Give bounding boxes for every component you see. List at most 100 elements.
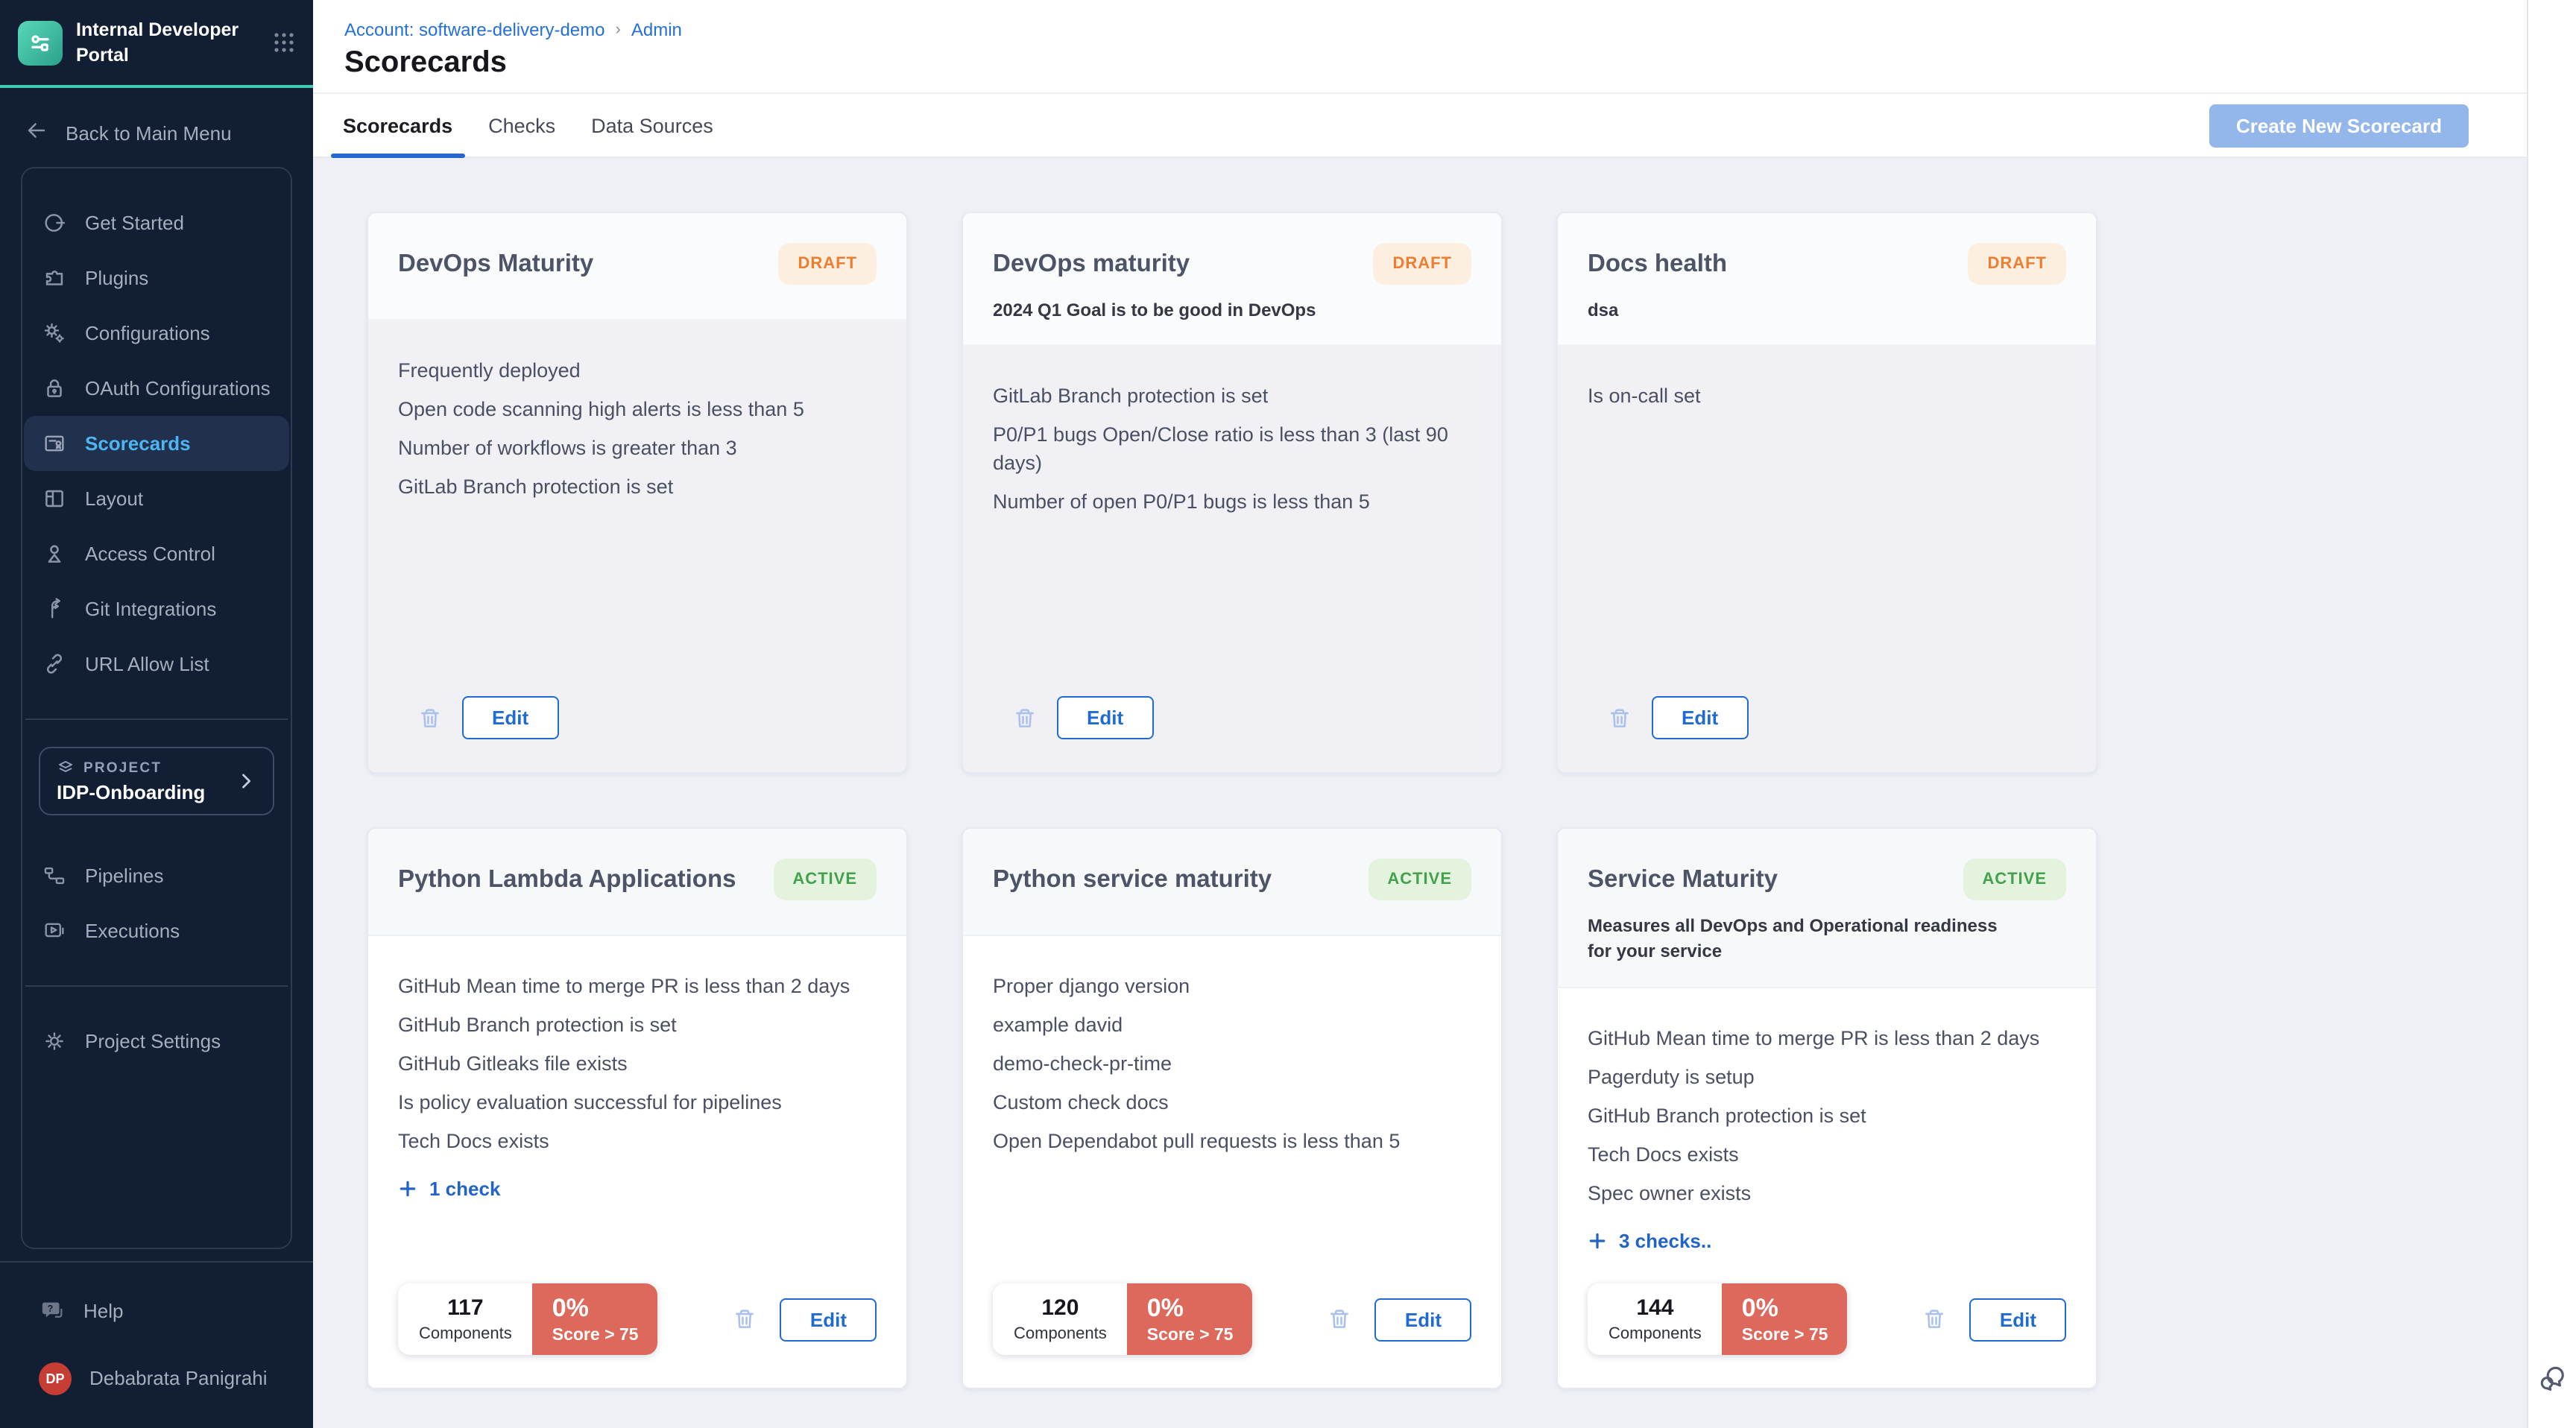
status-badge: ACTIVE — [1368, 859, 1471, 900]
oauth-lock-icon — [40, 376, 67, 401]
card-footer: Edit — [1558, 696, 2096, 772]
card-title: Docs health — [1588, 250, 1728, 277]
delete-scorecard-button[interactable] — [1012, 704, 1038, 731]
check-item: Pagerduty is setup — [1588, 1065, 1755, 1088]
tab-checks[interactable]: Checks — [488, 114, 556, 136]
sidebar-item-pipelines[interactable]: Pipelines — [24, 848, 289, 903]
scorecard-card: Service Maturity ACTIVE Measures all DevOp… — [1556, 827, 2097, 1389]
back-to-main-menu[interactable]: Back to Main Menu — [0, 103, 313, 162]
card-actions: Edit — [1328, 1298, 1471, 1341]
score-stat: 0% Score > 75 — [1127, 1283, 1253, 1355]
scorecard-card: Python service maturity ACTIVE Proper djan… — [962, 827, 1503, 1389]
edit-scorecard-button[interactable]: Edit — [1969, 1298, 2066, 1341]
sidebar-item-oauth-configurations[interactable]: OAuth Configurations — [24, 361, 289, 416]
edit-scorecard-button[interactable]: Edit — [1652, 696, 1749, 739]
apps-grid-icon[interactable] — [273, 31, 295, 54]
check-item: GitHub Gitleaks file exists — [398, 1052, 628, 1075]
sidebar-item-project-settings[interactable]: Project Settings — [24, 1014, 289, 1069]
svg-text:?: ? — [47, 1303, 53, 1314]
edit-scorecard-button[interactable]: Edit — [462, 696, 559, 739]
edit-scorecard-button[interactable]: Edit — [1057, 696, 1154, 739]
tab-scorecards[interactable]: Scorecards — [331, 93, 464, 157]
score-label: Score > 75 — [1146, 1327, 1234, 1345]
right-utility-bar — [2527, 0, 2576, 1428]
user-menu[interactable]: DP Debabrata Panigrahi — [22, 1350, 291, 1406]
check-item: GitLab Branch protection is set — [398, 476, 674, 498]
check-item: Proper django version — [993, 975, 1190, 997]
breadcrumb-admin-link[interactable]: Admin — [631, 19, 682, 40]
main-area: Account: software-delivery-demo › Admin … — [313, 0, 2527, 1428]
status-badge: DRAFT — [1373, 243, 1471, 285]
help-button[interactable]: ? Help — [22, 1283, 291, 1339]
delete-scorecard-button[interactable] — [1607, 704, 1632, 731]
sidebar-nav-panel: Get Started Plugins Configurations OAuth… — [21, 167, 292, 1249]
main-nav: Get Started Plugins Configurations OAuth… — [22, 195, 291, 692]
check-item: Custom check docs — [993, 1091, 1169, 1113]
check-item: Is policy evaluation successful for pipe… — [398, 1091, 782, 1113]
card-header: DevOps maturity DRAFT 2024 Q1 Goal is to b… — [963, 213, 1501, 347]
sidebar-divider — [25, 985, 288, 987]
card-footer: 117 Components 0% Score > 75 Edit — [368, 1283, 906, 1388]
card-header: Python Lambda Applications ACTIVE — [368, 829, 906, 936]
scorecard-grid: DevOps Maturity DRAFT Frequently deployed O… — [313, 158, 2527, 1389]
tab-data-sources[interactable]: Data Sources — [591, 114, 713, 136]
sidebar-item-scorecards[interactable]: Scorecards — [24, 416, 289, 471]
delete-scorecard-button[interactable] — [1922, 1306, 1948, 1333]
card-title: Python service maturity — [993, 865, 1272, 892]
card-title: DevOps Maturity — [398, 250, 594, 277]
components-count: 120 — [1041, 1295, 1079, 1321]
delete-scorecard-button[interactable] — [733, 1306, 758, 1333]
check-item: GitHub Mean time to merge PR is less tha… — [398, 975, 850, 997]
breadcrumb-account-link[interactable]: Account: software-delivery-demo — [344, 19, 605, 40]
back-arrow-icon — [24, 118, 49, 148]
project-label: PROJECT — [83, 759, 162, 776]
sidebar-item-layout[interactable]: Layout — [24, 471, 289, 526]
create-new-scorecard-button[interactable]: Create New Scorecard — [2209, 104, 2469, 148]
check-item: Tech Docs exists — [398, 1130, 549, 1152]
delete-scorecard-button[interactable] — [1328, 1306, 1353, 1333]
sidebar-item-git-integrations[interactable]: Git Integrations — [24, 581, 289, 636]
components-stat: 120 Components — [993, 1283, 1128, 1355]
more-checks-link[interactable]: 3 checks.. — [1588, 1230, 1711, 1252]
scorecard-stats: 117 Components 0% Score > 75 — [398, 1283, 658, 1355]
edit-scorecard-button[interactable]: Edit — [780, 1298, 877, 1341]
project-selector[interactable]: PROJECT IDP-Onboarding — [39, 747, 274, 815]
card-footer: Edit — [368, 696, 906, 772]
score-label: Score > 75 — [1741, 1327, 1828, 1345]
card-title-row: DevOps maturity DRAFT — [993, 243, 1471, 285]
score-value: 0% — [1741, 1294, 1778, 1322]
support-chat-icon[interactable] — [2536, 1362, 2569, 1395]
delete-scorecard-button[interactable] — [417, 704, 443, 731]
card-footer: 120 Components 0% Score > 75 Edit — [963, 1283, 1501, 1388]
more-checks-label: 3 checks.. — [1619, 1229, 1712, 1252]
sidebar-item-access-control[interactable]: Access Control — [24, 526, 289, 581]
pipeline-nav-group: Pipelines Executions — [22, 848, 291, 958]
help-chat-icon: ? — [39, 1298, 66, 1324]
card-header: Python service maturity ACTIVE — [963, 829, 1501, 936]
components-label: Components — [1609, 1325, 1702, 1343]
check-item: example david — [993, 1014, 1123, 1036]
check-item: GitLab Branch protection is set — [993, 385, 1269, 408]
check-item: P0/P1 bugs Open/Close ratio is less than… — [993, 423, 1448, 475]
plus-icon — [1588, 1231, 1607, 1251]
sidebar-bottom: ? Help DP Debabrata Panigrahi — [0, 1261, 313, 1428]
edit-scorecard-button[interactable]: Edit — [1374, 1298, 1471, 1341]
status-badge: DRAFT — [778, 243, 877, 285]
sidebar-item-url-allow-list[interactable]: URL Allow List — [24, 636, 289, 692]
components-count: 117 — [447, 1295, 484, 1321]
card-actions: Edit — [1922, 1298, 2066, 1341]
more-checks-link[interactable]: 1 check — [398, 1178, 500, 1200]
sidebar-item-plugins[interactable]: Plugins — [24, 250, 289, 306]
card-checks-list: Frequently deployed Open code scanning hi… — [368, 320, 906, 696]
sidebar-item-get-started[interactable]: Get Started — [24, 195, 289, 250]
card-title-row: Docs health DRAFT — [1588, 243, 2066, 285]
person-icon — [40, 541, 67, 566]
user-avatar: DP — [39, 1362, 72, 1394]
sidebar-item-executions[interactable]: Executions — [24, 903, 289, 958]
check-item: GitHub Branch protection is set — [398, 1014, 677, 1036]
gear-icon — [40, 1029, 67, 1054]
card-description: Measures all DevOps and Operational read… — [1588, 915, 1998, 962]
card-checks-list: Proper django version example david demo-c… — [963, 936, 1501, 1283]
card-checks-list: Is on-call set — [1558, 347, 2096, 696]
sidebar-item-configurations[interactable]: Configurations — [24, 306, 289, 361]
